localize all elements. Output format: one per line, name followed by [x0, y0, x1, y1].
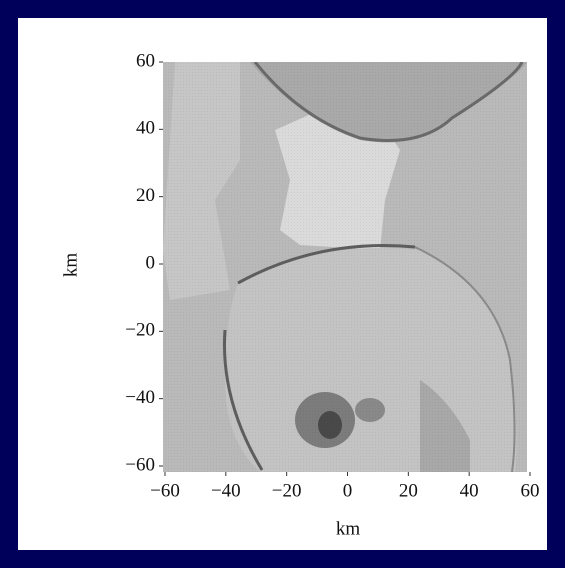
y-tick-label: −20: [125, 320, 155, 341]
x-tick-label: −20: [272, 480, 302, 501]
y-tick-label: 40: [136, 118, 155, 139]
x-tick-label: 40: [460, 480, 479, 501]
y-tick-label: 20: [136, 185, 155, 206]
x-tick-label: 20: [399, 480, 418, 501]
x-axis-label: km: [336, 518, 361, 539]
y-axis-label: km: [60, 253, 81, 278]
y-tick-label: −60: [125, 454, 155, 475]
y-tick-label: −40: [125, 387, 155, 408]
map-image: [163, 62, 527, 472]
x-tick-label: 60: [521, 480, 540, 501]
x-tick-label: 0: [343, 480, 353, 501]
x-tick-label: −60: [150, 480, 180, 501]
y-tick-label: 60: [136, 50, 155, 71]
y-tick-label: 0: [146, 252, 156, 273]
x-tick-label: −40: [211, 480, 241, 501]
